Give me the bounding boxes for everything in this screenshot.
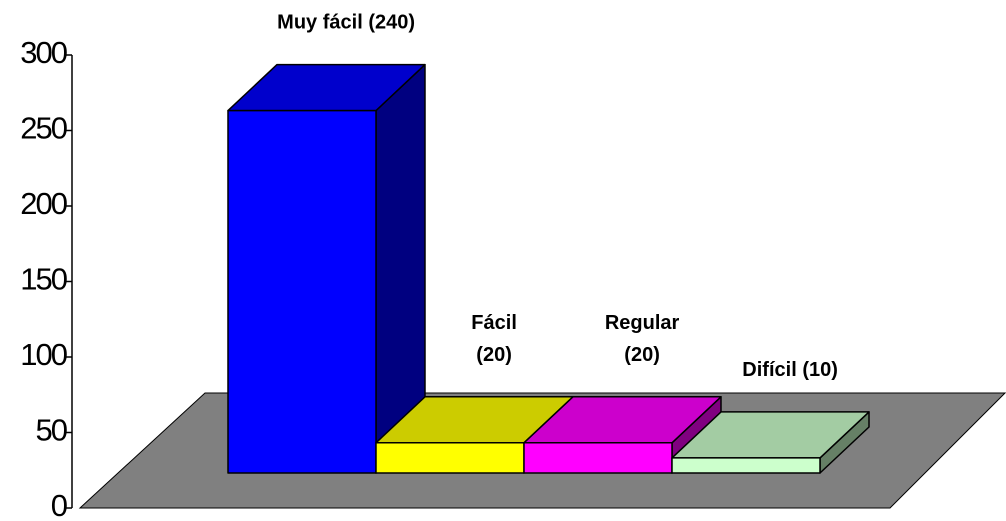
y-tick-label: 300	[20, 35, 67, 70]
bar-front	[671, 457, 821, 474]
y-tick-label: 150	[20, 262, 67, 297]
y-tick-label: 100	[20, 337, 67, 372]
data-label: Fácil (20)	[471, 312, 517, 366]
label-value: (20)	[476, 344, 512, 366]
bar	[523, 396, 722, 474]
label-category: Difícil	[742, 359, 796, 381]
bar-front	[523, 442, 673, 474]
label-category: Muy fácil	[277, 12, 363, 34]
bar	[227, 63, 426, 474]
bar-front	[227, 109, 377, 474]
label-category: Fácil	[471, 312, 517, 334]
data-label: Muy fácil (240)	[277, 12, 415, 34]
y-tick-label: 50	[36, 413, 68, 448]
y-tick-label: 200	[20, 186, 67, 221]
label-value: (20)	[624, 344, 660, 366]
label-value: (10)	[802, 359, 838, 381]
label-value: (240)	[368, 12, 415, 34]
data-label: Difícil (10)	[742, 359, 838, 381]
bar	[671, 411, 870, 474]
y-tick-label: 250	[20, 111, 67, 146]
label-category: Regular	[605, 312, 680, 334]
data-label: Regular (20)	[605, 312, 680, 366]
y-tick-label: 0	[51, 488, 68, 521]
bar-front	[375, 442, 525, 474]
